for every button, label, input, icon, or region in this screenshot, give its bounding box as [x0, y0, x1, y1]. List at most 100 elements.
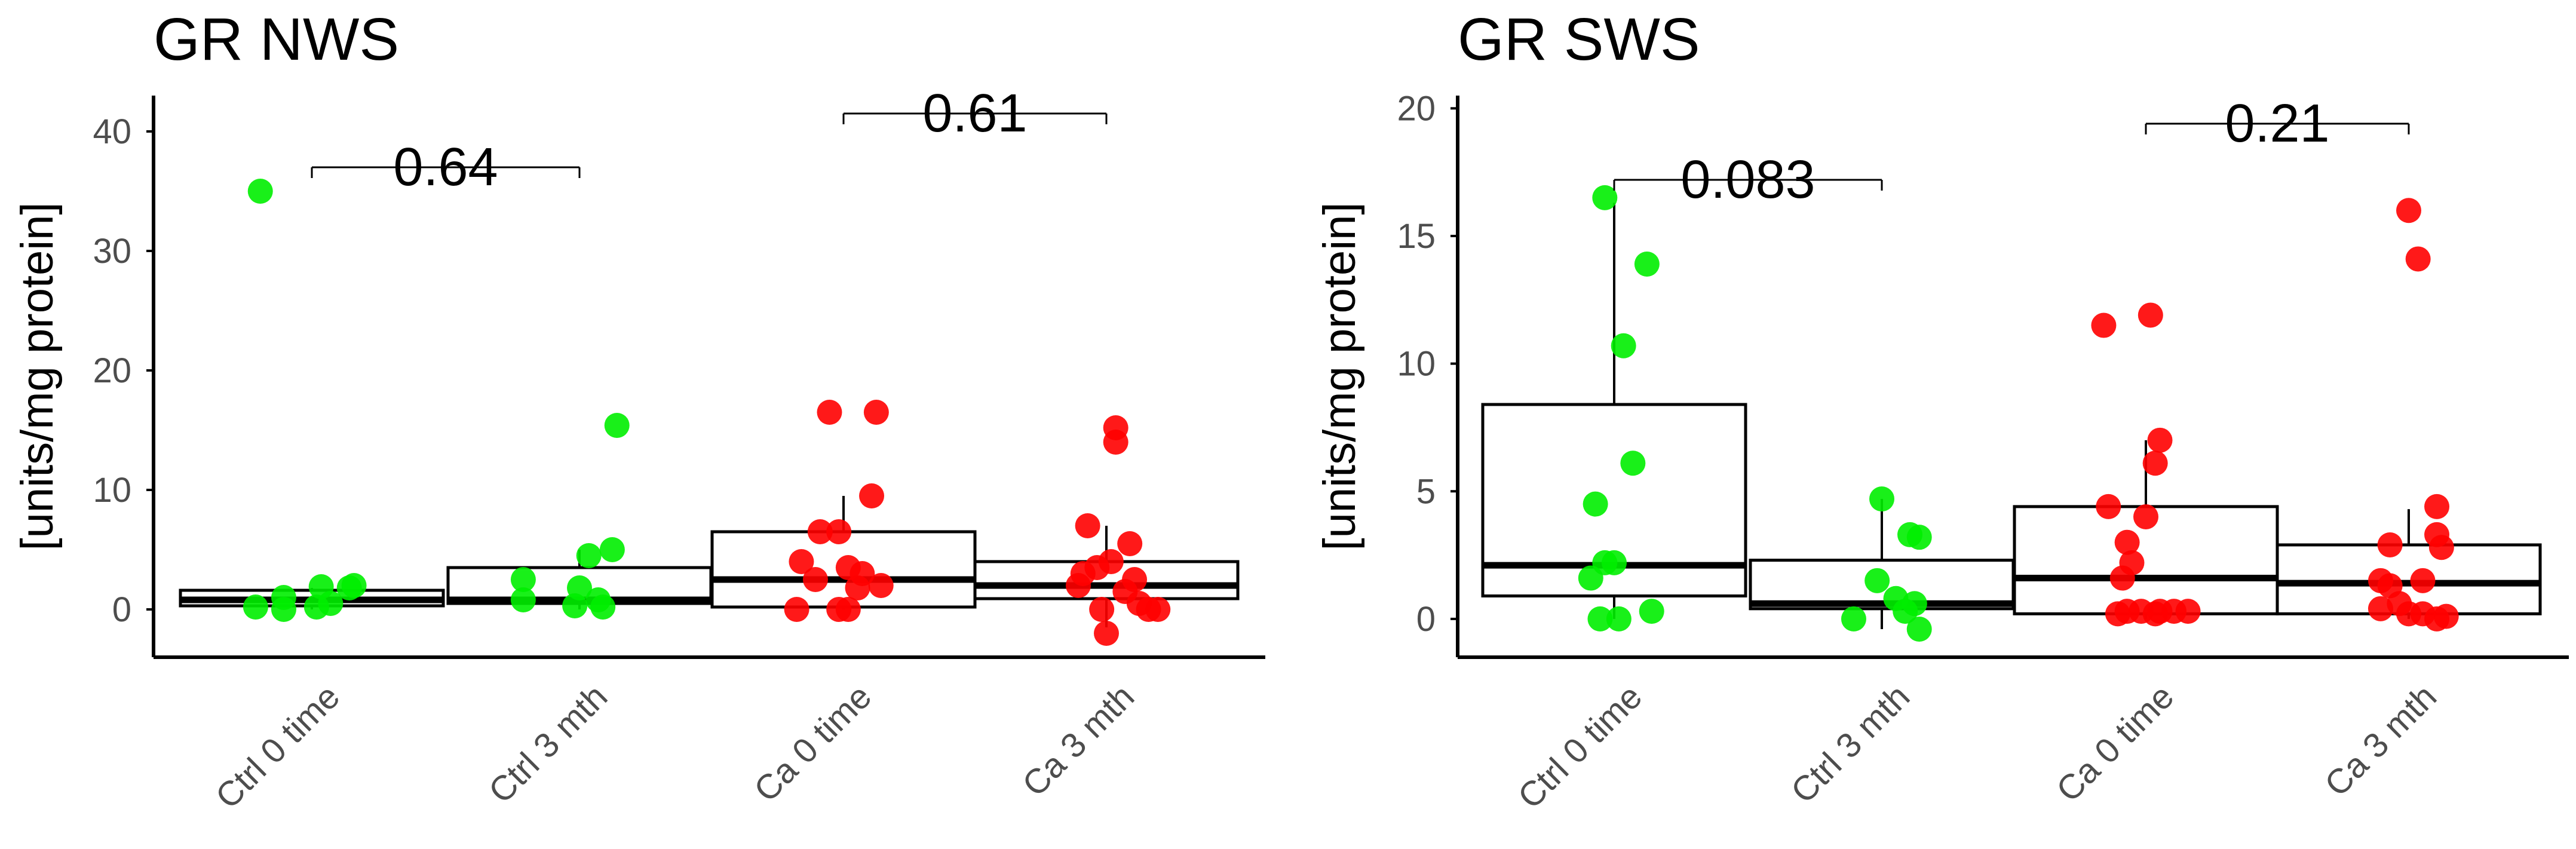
data-point — [510, 567, 536, 592]
data-point — [863, 400, 889, 425]
data-point — [1864, 568, 1890, 593]
data-point — [2114, 529, 2140, 555]
data-point — [243, 594, 268, 620]
x-tick-label: Ca 0 time — [747, 677, 879, 809]
x-tick-label: Ca 3 mth — [1015, 677, 1142, 804]
data-point — [868, 573, 894, 598]
data-point — [562, 593, 588, 618]
data-point — [1126, 591, 1152, 616]
comparison-bracket: 0.21 — [2145, 94, 2410, 154]
data-point — [2105, 601, 2130, 627]
box-3 — [710, 496, 977, 609]
data-point — [789, 549, 814, 574]
data-point — [341, 573, 367, 598]
x-tick-label: Ctrl 0 time — [208, 677, 347, 816]
data-point — [2424, 494, 2450, 519]
y-tick-label: 0 — [112, 590, 131, 629]
x-tick-label: Ca 0 time — [2049, 677, 2181, 809]
p-value-label: 0.61 — [922, 84, 1027, 143]
data-point — [1611, 333, 1636, 358]
data-point — [802, 567, 828, 592]
x-tick-label: Ctrl 3 mth — [1783, 677, 1917, 811]
y-tick-label: 20 — [1397, 89, 1436, 128]
data-point — [1841, 606, 1866, 632]
data-point — [2377, 532, 2403, 557]
y-tick-label: 20 — [93, 351, 131, 390]
chart-title: GR NWS — [154, 6, 399, 73]
data-point — [807, 519, 833, 544]
comparison-bracket: 0.64 — [311, 137, 581, 197]
data-point — [1893, 599, 1918, 624]
x-tick-label: Ca 3 mth — [2317, 677, 2444, 804]
data-point — [510, 587, 536, 612]
data-point — [2396, 198, 2421, 223]
p-value-label: 0.64 — [393, 137, 498, 197]
box-iqr — [1481, 403, 1747, 597]
data-point — [845, 575, 870, 600]
x-tick-label: Ctrl 3 mth — [481, 677, 615, 811]
chart-panel-1: GR NWS [units/mg protein] 0 10 20 30 40 0.64 0.6… — [12, 6, 1265, 816]
data-point — [1869, 486, 1894, 512]
data-point — [859, 483, 885, 508]
data-point — [599, 537, 625, 562]
data-point — [590, 594, 616, 620]
y-axis-label: [units/mg protein] — [1314, 203, 1365, 551]
data-point — [1103, 430, 1128, 455]
data-point — [2147, 427, 2173, 453]
data-point — [784, 597, 809, 622]
data-point — [1587, 606, 1613, 632]
y-tick-label: 15 — [1397, 217, 1436, 256]
data-point — [1583, 491, 1608, 517]
y-tick-label: 0 — [1416, 600, 1436, 639]
data-point — [1606, 606, 1632, 632]
data-point — [1906, 617, 1932, 642]
data-point — [817, 400, 842, 425]
data-point — [2138, 302, 2163, 328]
data-point — [2142, 450, 2168, 476]
y-axis-label: [units/mg protein] — [12, 203, 63, 551]
data-point — [1620, 450, 1646, 476]
p-value-label: 0.083 — [1680, 150, 1815, 210]
data-point — [1117, 531, 1143, 556]
data-point — [2405, 246, 2431, 272]
y-tick-label: 40 — [93, 112, 131, 151]
p-value-label: 0.21 — [2225, 94, 2329, 154]
data-point — [2142, 601, 2168, 627]
y-tick-label: 30 — [93, 232, 131, 271]
y-tick-label: 5 — [1416, 472, 1436, 511]
data-point — [1065, 573, 1091, 598]
data-point — [1906, 525, 1932, 550]
box-2 — [1749, 499, 2015, 629]
data-point — [271, 585, 296, 610]
x-tick-label: Ctrl 0 time — [1510, 677, 1649, 816]
data-point — [1075, 513, 1100, 538]
comparison-bracket: 0.083 — [1613, 150, 1883, 210]
chart-title: GR SWS — [1458, 6, 1700, 73]
data-point — [2091, 312, 2117, 338]
data-point — [576, 543, 602, 568]
data-point — [1602, 550, 1627, 575]
chart-panel-2: GR SWS [units/mg protein] 0 5 10 15 20 0.083 0.2… — [1314, 6, 2569, 816]
data-point — [1089, 597, 1115, 622]
data-point — [247, 179, 273, 204]
data-point — [1634, 252, 1660, 277]
data-point — [835, 597, 861, 622]
data-point — [604, 413, 630, 438]
data-point — [2428, 535, 2454, 560]
data-point — [1578, 565, 1603, 591]
comparison-bracket: 0.61 — [842, 84, 1108, 143]
data-point — [1592, 185, 1618, 210]
data-point — [2096, 494, 2121, 519]
data-point — [318, 591, 344, 616]
data-point — [2368, 596, 2393, 621]
data-point — [1094, 621, 1119, 646]
data-point — [1639, 599, 1664, 624]
data-point — [2133, 504, 2158, 529]
data-point — [2424, 606, 2450, 632]
data-point — [2109, 565, 2135, 591]
y-tick-label: 10 — [1397, 345, 1436, 384]
y-tick-label: 10 — [93, 471, 131, 510]
data-point — [2175, 599, 2201, 624]
data-point — [2410, 568, 2436, 593]
